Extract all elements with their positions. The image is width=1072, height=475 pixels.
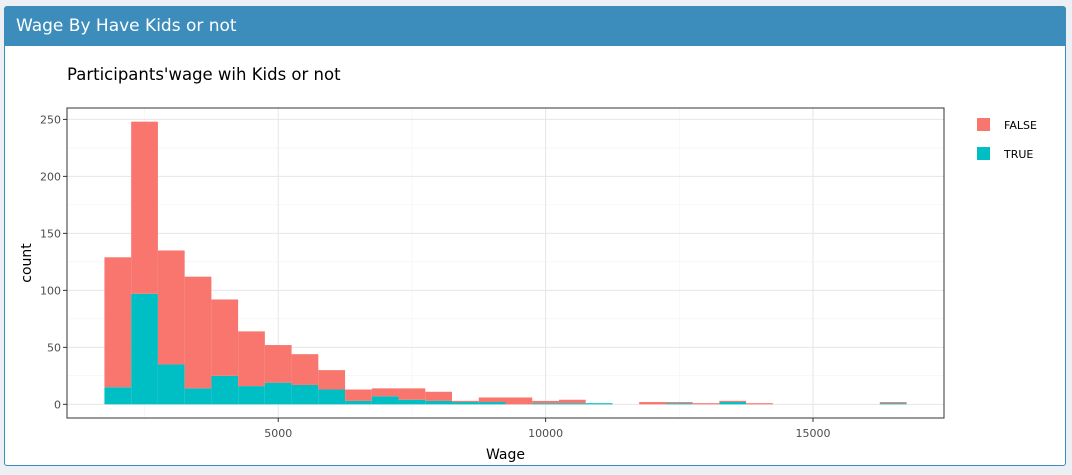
- bar-true: [264, 382, 292, 405]
- legend-key-false: [977, 118, 990, 131]
- bar-true: [157, 364, 185, 405]
- bar-true: [478, 402, 506, 405]
- x-tick-label: 15000: [795, 427, 830, 440]
- bar-false: [157, 250, 185, 365]
- bar-false: [425, 391, 453, 401]
- bar-false: [398, 388, 426, 400]
- bar-true: [585, 403, 613, 405]
- legend-key-true: [977, 147, 990, 160]
- legend-label-true: TRUE: [1003, 148, 1033, 161]
- bar-true: [398, 399, 426, 405]
- chart-container: Participants'wage wih Kids or not 0 50 100…: [5, 47, 1065, 470]
- axes: 0 50 100 150 200 250 5000 10000 15000: [40, 113, 830, 440]
- y-tick-label: 50: [47, 341, 61, 354]
- bar-true: [131, 293, 158, 405]
- bar-false: [505, 397, 533, 405]
- bar-false: [318, 370, 346, 390]
- wage-histogram: Participants'wage wih Kids or not 0 50 100…: [19, 65, 1037, 463]
- bar-false: [639, 402, 666, 405]
- bars: [104, 121, 907, 405]
- bar-true: [211, 375, 239, 405]
- bar-true: [318, 389, 346, 405]
- bar-true: [719, 402, 747, 405]
- bar-false: [184, 276, 212, 389]
- bar-false: [104, 257, 132, 388]
- bar-false: [879, 402, 907, 404]
- bar-false: [478, 397, 506, 403]
- y-tick-label: 250: [40, 113, 61, 126]
- y-tick-label: 100: [40, 284, 61, 297]
- panel-header: Wage By Have Kids or not: [5, 7, 1065, 46]
- y-axis-label: count: [19, 243, 35, 283]
- bar-false: [665, 402, 693, 404]
- bar-true: [184, 388, 212, 405]
- y-tick-label: 0: [54, 398, 61, 411]
- bar-false: [238, 331, 265, 387]
- y-tick-label: 200: [40, 170, 61, 183]
- x-axis-label: Wage: [486, 447, 525, 463]
- bar-true: [532, 403, 559, 405]
- bar-false: [131, 121, 158, 294]
- legend: FALSE TRUE: [977, 118, 1037, 161]
- bar-false: [211, 299, 239, 376]
- y-tick-label: 150: [40, 227, 61, 240]
- plot-border: [66, 107, 945, 419]
- bar-true: [238, 386, 265, 405]
- bar-false: [532, 400, 559, 404]
- wage-panel: Wage By Have Kids or not Participants'wa…: [4, 6, 1066, 466]
- bar-false: [719, 400, 747, 403]
- bar-false: [371, 388, 399, 397]
- x-tick-label: 10000: [528, 427, 563, 440]
- bar-true: [425, 400, 453, 405]
- bar-false: [264, 345, 292, 383]
- bar-true: [345, 400, 372, 405]
- bar-false: [291, 354, 319, 385]
- bar-true: [291, 384, 319, 405]
- bar-true: [665, 403, 693, 405]
- x-tick-label: 5000: [264, 427, 292, 440]
- bar-false: [452, 400, 479, 403]
- bar-true: [879, 403, 907, 405]
- panel-title: Wage By Have Kids or not: [16, 16, 237, 36]
- bar-true: [104, 387, 132, 405]
- bar-true: [371, 396, 399, 405]
- bar-false: [692, 403, 720, 405]
- bar-false: [746, 403, 773, 405]
- bar-false: [345, 389, 372, 401]
- bar-true: [558, 403, 586, 405]
- chart-title: Participants'wage wih Kids or not: [67, 65, 341, 84]
- bar-false: [558, 399, 586, 404]
- bar-true: [452, 402, 479, 405]
- legend-label-false: FALSE: [1004, 119, 1037, 132]
